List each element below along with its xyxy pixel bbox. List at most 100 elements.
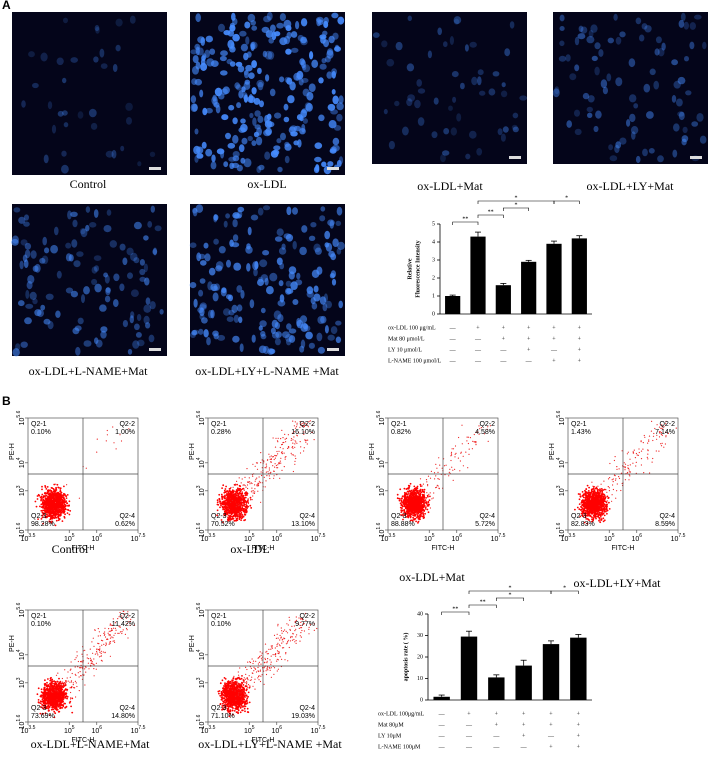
nucleus-texture (268, 51, 275, 60)
cell-dot-texture (314, 439, 315, 440)
x-tick-label: 106 (451, 533, 462, 543)
nucleus-texture (211, 155, 215, 163)
cell-dot-texture (292, 443, 293, 444)
cell-dot-texture (574, 509, 576, 511)
cell-dot-texture (591, 490, 593, 492)
cell-dot-texture (451, 454, 452, 455)
cell-dot-texture (235, 501, 237, 503)
nucleus-texture (286, 281, 292, 287)
cell-dot-texture (258, 484, 259, 485)
cell-dot-texture (239, 516, 241, 518)
x-tick-label: 107.5 (311, 533, 326, 543)
nucleus-texture (67, 210, 72, 219)
cell-dot-texture (272, 456, 273, 457)
nucleus-texture (636, 156, 641, 163)
nucleus-texture (476, 148, 482, 156)
cell-dot-texture (254, 491, 255, 492)
cell-dot-texture (422, 491, 424, 493)
nucleus-texture (248, 227, 252, 236)
cell-dot-texture (241, 482, 242, 483)
cell-dot-texture (66, 502, 68, 504)
cell-dot-texture (429, 496, 431, 498)
nucleus-texture (689, 42, 694, 50)
nucleus-texture (99, 304, 107, 311)
nucleus-texture (244, 22, 250, 29)
nucleus-texture (519, 95, 527, 100)
nucleus-texture (683, 127, 688, 133)
nucleus-texture (144, 264, 148, 273)
cell-dot-texture (448, 475, 449, 476)
nucleus-texture (192, 104, 198, 112)
nucleus-texture (323, 21, 328, 28)
cell-dot-texture (598, 494, 600, 496)
cell-dot-texture (46, 503, 48, 505)
cell-dot-texture (43, 499, 45, 501)
cell-dot-texture (41, 506, 43, 508)
nucleus-texture (298, 35, 304, 41)
scale-bar (690, 156, 702, 159)
treatment-sign: — (547, 733, 555, 739)
nucleus-texture (285, 49, 291, 55)
cell-dot-texture (439, 488, 440, 489)
cell-dot-texture (578, 493, 580, 495)
cell-dot-texture (451, 467, 452, 468)
cell-dot-texture (601, 499, 603, 501)
nucleus-texture (657, 155, 664, 162)
cell-dot-texture (587, 507, 589, 509)
cell-dot-texture (62, 496, 63, 497)
nucleus-texture (204, 253, 210, 261)
cell-dot-texture (65, 509, 67, 511)
cell-dot-texture (230, 508, 232, 510)
nucleus-texture (287, 95, 294, 103)
y-tick-label: 104 (16, 457, 26, 468)
treatment-sign: + (552, 336, 556, 342)
cell-dot-texture (260, 452, 261, 453)
nucleus-texture (684, 56, 689, 61)
cell-dot-texture (416, 506, 418, 508)
cell-dot-texture (590, 510, 592, 512)
nucleus-texture (195, 13, 201, 22)
cell-dot-texture (406, 493, 408, 495)
cell-dot-texture (280, 461, 281, 462)
nucleus-texture (126, 117, 132, 125)
cell-dot-texture (40, 504, 42, 506)
nucleus-texture (262, 250, 269, 255)
treatment-sign: — (438, 722, 446, 728)
nucleus-texture (113, 274, 119, 282)
cell-dot-texture (307, 443, 308, 444)
nucleus-texture (301, 225, 307, 233)
treatment-label: L-NAME 100 μmol/L (388, 358, 442, 364)
cell-dot-texture (40, 500, 42, 502)
nucleus-texture (24, 214, 29, 220)
cell-dot-texture (230, 487, 231, 488)
cell-dot-texture (420, 478, 421, 479)
cell-dot-texture (226, 506, 228, 508)
cell-dot-texture (582, 491, 584, 493)
cell-dot-texture (222, 504, 224, 506)
cell-dot-texture (252, 499, 253, 500)
treatment-label: LY 10 μmol/L (388, 347, 422, 353)
quadrant-percent: 4.58% (475, 429, 495, 436)
nucleus-texture (284, 142, 289, 147)
nucleus-texture (394, 101, 399, 106)
nucleus-texture (337, 17, 344, 25)
treatment-sign: + (495, 711, 499, 717)
cell-dot-texture (107, 430, 108, 431)
cell-dot-texture (231, 494, 233, 496)
cell-dot-texture (293, 436, 294, 437)
panel-label: A (2, 0, 11, 12)
nucleus-texture (381, 40, 387, 47)
cell-dot-texture (224, 490, 226, 492)
nucleus-texture (233, 263, 241, 271)
nucleus-texture (414, 100, 421, 109)
cell-dot-texture (294, 464, 295, 465)
cell-dot-texture (408, 515, 410, 517)
nucleus-texture (251, 26, 257, 31)
cell-dot-texture (274, 467, 275, 468)
y-tick-label: 101.6 (16, 522, 26, 537)
significance-bracket (551, 591, 578, 594)
cell-dot-texture (251, 491, 252, 492)
nucleus-texture (587, 113, 592, 118)
cell-dot-texture (256, 478, 257, 479)
nucleus-texture (228, 157, 236, 162)
